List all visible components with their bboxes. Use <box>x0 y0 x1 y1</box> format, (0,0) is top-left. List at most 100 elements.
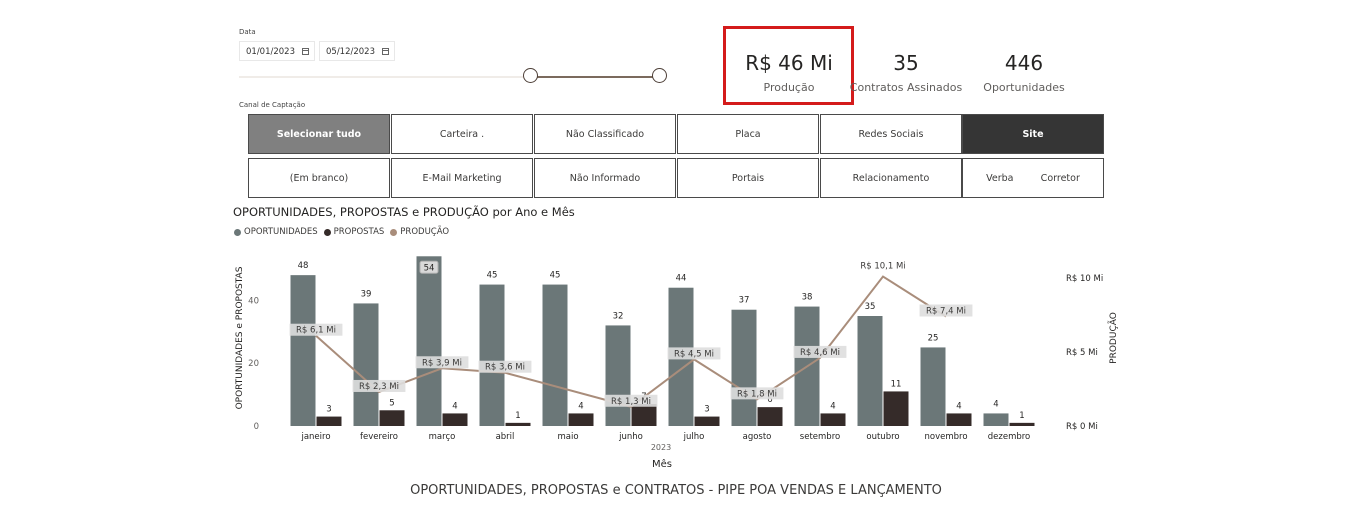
production-data-label: R$ 1,3 Mi <box>611 397 651 407</box>
data-label-box <box>730 387 784 400</box>
data-label-box <box>793 345 847 358</box>
channel-tile-label: Selecionar tudo <box>276 128 362 140</box>
legend-item[interactable]: PROPOSTAS <box>323 227 384 237</box>
date-filter-label: Data <box>239 28 256 36</box>
y-axis-tick-label: 40 <box>248 296 259 306</box>
proposal-data-label: 4 <box>830 401 835 411</box>
opportunity-bar <box>920 347 946 426</box>
x-axis-tick-label: agosto <box>743 432 772 442</box>
channel-tile[interactable]: Redes Sociais <box>820 114 962 154</box>
production-data-label: R$ 4,5 Mi <box>674 349 714 359</box>
opportunity-data-label: 54 <box>424 263 435 273</box>
channel-tile[interactable]: Não Informado <box>534 158 676 198</box>
x-axis-tick-label: janeiro <box>300 432 330 442</box>
calendar-icon[interactable] <box>302 48 309 55</box>
channel-tile[interactable]: E-Mail Marketing <box>391 158 533 198</box>
data-label-box <box>419 260 439 274</box>
opportunity-data-label: 4 <box>993 399 998 409</box>
kpi-label: Contratos Assinados <box>849 81 963 94</box>
date-start-input[interactable]: 01/01/2023 <box>239 41 315 61</box>
opportunity-data-label: 44 <box>676 274 687 284</box>
proposal-data-label: 1 <box>515 411 520 421</box>
proposal-bar <box>631 404 657 426</box>
channel-tile[interactable]: Carteira . <box>391 114 533 154</box>
x-axis-tick-label: maio <box>557 432 578 442</box>
proposal-bar <box>694 416 720 426</box>
date-slider-start-handle[interactable] <box>523 68 538 83</box>
date-slider-end-handle[interactable] <box>652 68 667 83</box>
y-axis-title: OPORTUNIDADES e PROPOSTAS <box>235 266 245 409</box>
x-axis-tick-label: abril <box>496 432 515 442</box>
channel-tile-label: Redes Sociais <box>858 128 924 140</box>
channel-tile-label: Não Classificado <box>565 128 645 140</box>
channel-tile-label: Portais <box>731 172 765 184</box>
opportunity-data-label: 39 <box>361 289 372 299</box>
channel-tile-label: Placa <box>735 128 761 140</box>
channel-tile[interactable]: Verba Corretor <box>962 158 1104 198</box>
channel-tile[interactable]: (Em branco) <box>248 158 390 198</box>
proposal-bar <box>505 422 531 426</box>
x-axis-tick-label: março <box>429 432 456 442</box>
production-data-label: R$ 4,6 Mi <box>800 348 840 358</box>
kpi-label: Oportunidades <box>983 81 1065 94</box>
y2-axis-tick-label: R$ 5 Mi <box>1066 348 1098 358</box>
channel-tile-label: (Em branco) <box>289 172 349 184</box>
date-slider-track[interactable] <box>239 76 530 78</box>
channel-tile-label: Não Informado <box>569 172 641 184</box>
proposal-data-label: 3 <box>704 405 709 415</box>
proposal-data-label: 4 <box>578 401 583 411</box>
channel-tile[interactable]: Relacionamento <box>820 158 962 198</box>
y-axis-tick-label: 20 <box>248 359 259 369</box>
date-end-value: 05/12/2023 <box>326 47 375 57</box>
opportunity-data-label: 45 <box>550 271 561 281</box>
channel-tile-label: Relacionamento <box>852 172 930 184</box>
proposal-bar <box>757 407 783 426</box>
proposal-data-label: 4 <box>452 401 457 411</box>
legend-item[interactable]: OPORTUNIDADES <box>234 227 318 237</box>
legend-dot-icon <box>323 228 331 236</box>
channel-filter-label: Canal de Captação <box>239 101 306 109</box>
proposal-bar <box>1009 422 1035 426</box>
proposal-bar <box>946 413 972 426</box>
production-data-label: R$ 3,9 Mi <box>422 358 462 368</box>
proposal-data-label: 3 <box>326 405 331 415</box>
data-label-box <box>289 323 343 336</box>
channel-tile[interactable]: Portais <box>677 158 819 198</box>
channel-tile[interactable]: Placa <box>677 114 819 154</box>
legend-dot-icon <box>390 228 398 236</box>
opportunity-bar <box>416 256 442 426</box>
channel-tile[interactable]: Não Classificado <box>534 114 676 154</box>
proposal-bar <box>442 413 468 426</box>
date-start-value: 01/01/2023 <box>246 47 295 57</box>
legend-label: PRODUÇÃO <box>400 227 450 237</box>
data-label-box <box>919 304 973 317</box>
channel-tile-label: E-Mail Marketing <box>422 172 502 184</box>
proposal-bar <box>379 410 405 426</box>
y2-axis-tick-label: R$ 10 Mi <box>1066 274 1103 284</box>
proposal-data-label: 6 <box>767 395 772 405</box>
proposal-data-label: 1 <box>1019 411 1024 421</box>
opportunity-data-label: 35 <box>865 302 876 312</box>
proposal-bar <box>316 416 342 426</box>
kpi-value: R$ 46 Mi <box>745 51 833 75</box>
channel-tile-label: Verba Corretor <box>986 172 1080 184</box>
x-axis-tick-label: outubro <box>866 432 899 442</box>
date-end-input[interactable]: 05/12/2023 <box>319 41 395 61</box>
legend-item[interactable]: PRODUÇÃO <box>390 227 449 237</box>
opportunity-bar <box>983 413 1009 426</box>
chart-title: OPORTUNIDADES, PROPOSTAS e PRODUÇÃO por … <box>233 205 575 219</box>
x-axis-year-label: 2023 <box>651 443 671 452</box>
kpi-highlight-box <box>723 26 854 105</box>
opportunity-bar <box>857 316 883 426</box>
proposal-bar <box>820 413 846 426</box>
report-footer-title: OPORTUNIDADES, PROPOSTAS e CONTRATOS - P… <box>410 483 942 498</box>
kpi-value: 35 <box>893 51 919 75</box>
data-label-box <box>415 356 469 369</box>
channel-tile[interactable]: Selecionar tudo <box>248 114 390 154</box>
x-axis-tick-label: julho <box>683 432 705 442</box>
opportunity-bar <box>290 275 316 426</box>
proposal-data-label: 4 <box>956 401 961 411</box>
channel-tile[interactable]: Site <box>962 114 1104 154</box>
calendar-icon[interactable] <box>382 48 389 55</box>
